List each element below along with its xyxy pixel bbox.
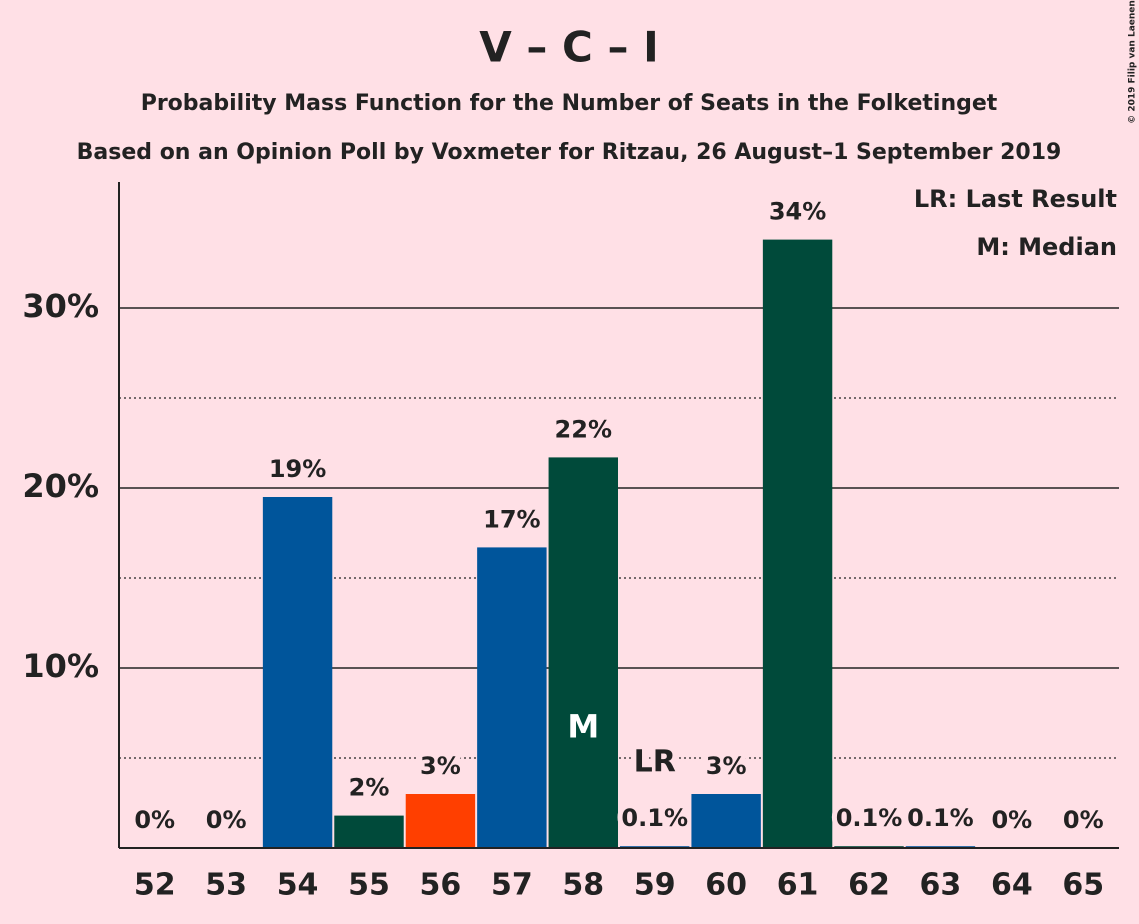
bar (548, 457, 618, 848)
value-label: 3% (420, 752, 461, 780)
x-tick-label: 64 (991, 868, 1033, 903)
bar (405, 794, 476, 848)
x-tick-label: 60 (705, 868, 747, 903)
x-tick-label: 57 (491, 868, 533, 903)
value-label: 0% (991, 806, 1032, 834)
value-label: 17% (483, 505, 540, 533)
value-label: 34% (769, 198, 826, 226)
value-label: 22% (555, 415, 612, 443)
bar (334, 815, 404, 848)
x-tick-label: 63 (920, 868, 962, 903)
chart-subtitle: Based on an Opinion Poll by Voxmeter for… (77, 140, 1062, 165)
value-label: 0.1% (907, 804, 974, 832)
x-tick-label: 61 (777, 868, 819, 903)
bar (762, 239, 833, 849)
median-marker: M (567, 708, 599, 746)
copyright: © 2019 Filip van Laenen (1128, 0, 1138, 124)
chart-subtitle: Probability Mass Function for the Number… (141, 91, 998, 116)
chart-title: V – C – I (479, 23, 658, 72)
bar (691, 794, 761, 848)
value-label: 0% (206, 806, 247, 834)
y-tick-label: 10% (22, 647, 99, 685)
x-tick-label: 59 (634, 868, 676, 903)
bar (262, 497, 333, 848)
value-label: 2% (349, 774, 390, 802)
legend-entry: M: Median (976, 233, 1117, 261)
value-label: 0% (134, 806, 175, 834)
x-tick-label: 58 (562, 868, 604, 903)
y-tick-label: 30% (22, 287, 99, 325)
x-tick-label: 52 (134, 868, 176, 903)
x-tick-label: 53 (205, 868, 247, 903)
value-label: 3% (706, 752, 747, 780)
legend-entry: LR: Last Result (914, 185, 1117, 213)
value-label: 0.1% (836, 804, 903, 832)
x-tick-label: 55 (348, 868, 390, 903)
value-label: 0.1% (621, 804, 688, 832)
value-label: 0% (1063, 806, 1104, 834)
x-tick-label: 54 (277, 868, 319, 903)
y-tick-label: 20% (22, 467, 99, 505)
last-result-marker: LR (634, 745, 676, 780)
x-tick-label: 65 (1062, 868, 1104, 903)
x-tick-label: 56 (420, 868, 462, 903)
x-tick-label: 62 (848, 868, 890, 903)
bar (477, 547, 547, 848)
value-label: 19% (269, 455, 326, 483)
